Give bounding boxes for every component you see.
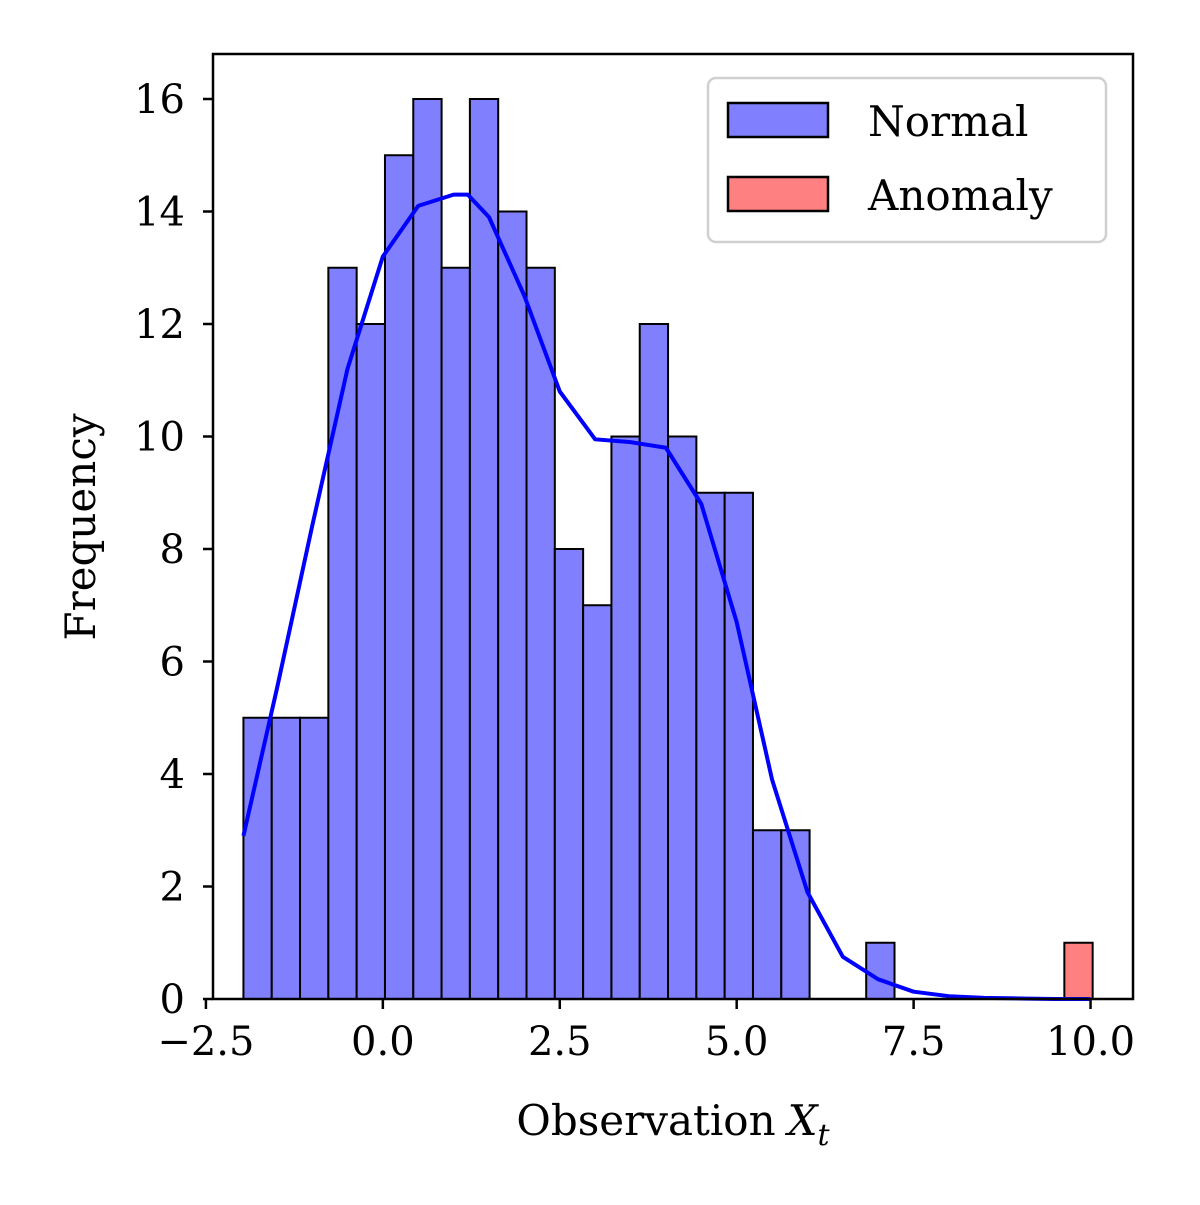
x-axis-label-subscript: t <box>818 1118 831 1153</box>
y-tick-label-7: 14 <box>134 190 185 236</box>
y-axis-label: Frequency <box>56 413 105 640</box>
x-tick-label-5: 10.0 <box>1046 1019 1135 1065</box>
normal-bar-10 <box>525 266 556 1000</box>
x-tick-label-3: 5.0 <box>705 1019 769 1065</box>
y-tick-label-6: 12 <box>134 302 185 348</box>
normal-bar-12 <box>582 604 613 1000</box>
x-tick-label-2: 2.5 <box>528 1019 592 1065</box>
x-tick-label-4: 7.5 <box>882 1019 946 1065</box>
normal-bar-5 <box>383 154 415 1000</box>
y-tick-label-2: 4 <box>160 752 185 798</box>
normal-bar-0 <box>242 716 273 1000</box>
x-axis-label-text: Observation <box>516 1096 775 1145</box>
legend: Normal Anomaly <box>706 76 1108 244</box>
y-tick-label-5: 10 <box>134 415 185 461</box>
normal-bar-15 <box>667 435 698 1000</box>
legend-swatch-anomaly <box>726 175 830 213</box>
normal-bar-4 <box>355 323 386 1000</box>
y-tick-label-4: 8 <box>160 527 185 573</box>
kde-line <box>241 192 1091 1001</box>
anomaly-bar-0 <box>1063 941 1094 1000</box>
x-axis-label: Observation Xt <box>516 1096 830 1153</box>
legend-label-normal: Normal <box>868 97 1028 146</box>
x-tick-label-1: 0.0 <box>351 1019 415 1065</box>
normal-bar-1 <box>270 716 302 1000</box>
normal-bar-9 <box>497 210 528 1000</box>
y-tick-label-1: 2 <box>160 865 185 911</box>
plot-frame <box>211 52 1135 1001</box>
legend-swatch-normal <box>726 101 830 139</box>
y-tick-label-8: 16 <box>134 77 185 123</box>
normal-bar-16 <box>695 491 726 1000</box>
normal-bar-3 <box>327 266 358 1000</box>
normal-bar-17 <box>723 491 754 1000</box>
normal-bar-7 <box>440 266 471 1000</box>
normal-bar-22 <box>865 941 896 1000</box>
legend-label-anomaly: Anomaly <box>867 171 1053 220</box>
normal-bar-13 <box>610 435 641 1000</box>
normal-bar-11 <box>553 548 585 1000</box>
normal-bar-8 <box>468 98 500 1000</box>
x-axis-label-symbol: X <box>785 1096 820 1145</box>
normal-bar-14 <box>638 323 670 1000</box>
y-tick-label-3: 6 <box>160 640 185 686</box>
normal-bar-2 <box>299 716 330 1000</box>
x-tick-label-0: −2.5 <box>157 1019 254 1065</box>
normal-bar-18 <box>751 829 783 1000</box>
y-tick-label-0: 0 <box>160 977 185 1023</box>
normal-bar-6 <box>412 98 443 1000</box>
